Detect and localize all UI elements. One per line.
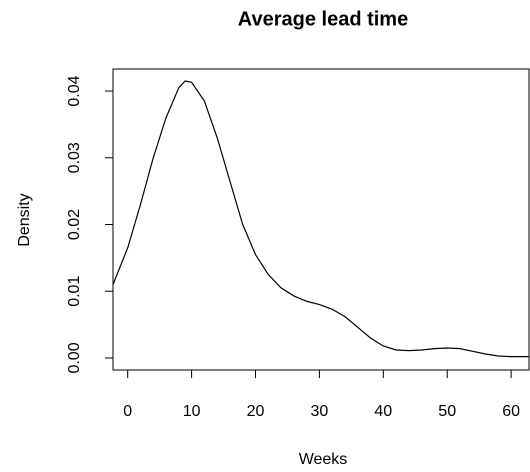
y-tick-label: 0.01 [66, 276, 83, 307]
y-tick-label: 0.00 [66, 342, 83, 373]
x-tick-label: 60 [502, 403, 520, 420]
y-tick-label: 0.04 [66, 75, 83, 106]
density-line [112, 80, 529, 358]
y-tick-label: 0.03 [66, 142, 83, 173]
x-tick-label: 20 [247, 403, 265, 420]
plot-box [112, 68, 530, 371]
x-axis-label: Weeks [299, 451, 348, 468]
chart-title: Average lead time [238, 8, 408, 30]
x-tick-label: 50 [438, 403, 456, 420]
y-axis-label: Density [16, 193, 33, 246]
x-tick-label: 40 [374, 403, 392, 420]
y-tick-label: 0.02 [66, 209, 83, 240]
x-tick-label: 10 [183, 403, 201, 420]
x-tick-label: 0 [123, 403, 132, 420]
x-tick-label: 30 [311, 403, 329, 420]
